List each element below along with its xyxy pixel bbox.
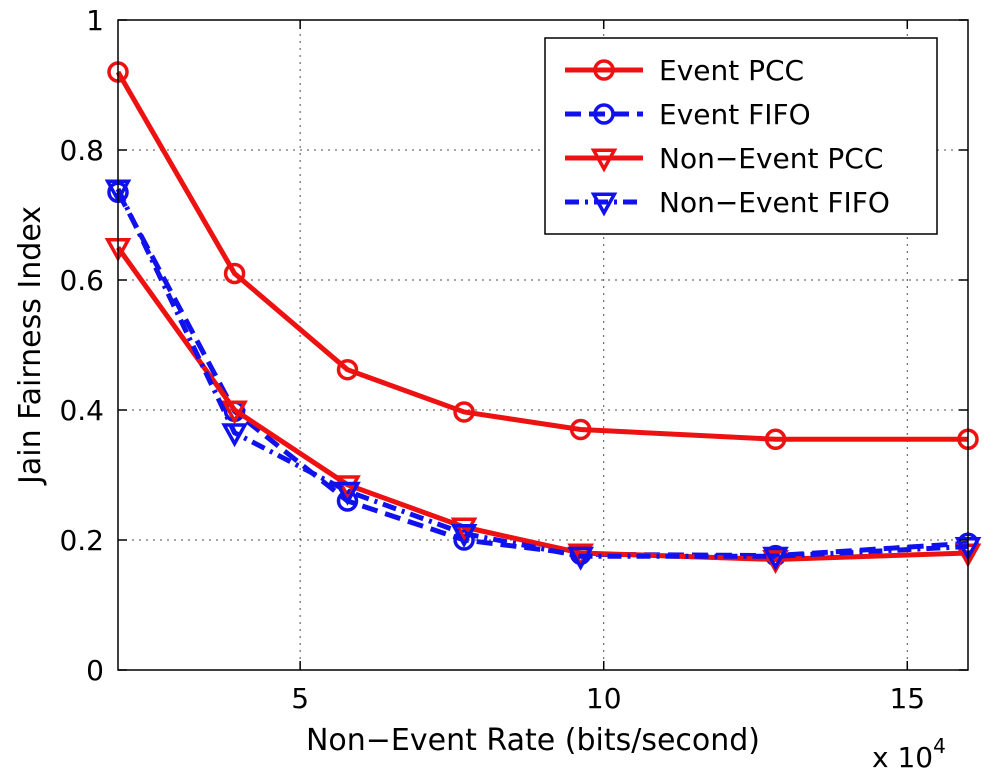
data-point	[569, 418, 592, 441]
data-point	[336, 358, 359, 381]
series-line	[115, 70, 968, 442]
legend-label: Event FIFO	[659, 98, 811, 131]
series-line	[115, 191, 969, 559]
data-point	[453, 529, 475, 551]
data-point	[221, 400, 248, 425]
x-tick-label: 10	[586, 682, 622, 715]
data-point	[223, 262, 246, 285]
data-point	[764, 428, 787, 450]
x-tick-label: 15	[889, 682, 925, 715]
legend-label: Event PCC	[659, 54, 804, 87]
data-point	[334, 481, 361, 506]
y-tick-label: 1	[86, 4, 104, 37]
legend-marker	[590, 192, 618, 217]
data-point	[453, 401, 475, 423]
plot-area	[117, 19, 969, 671]
legend-marker	[593, 59, 615, 81]
x-axis-multiplier: x 104	[872, 734, 946, 772]
x-multiplier-exponent: 4	[933, 734, 946, 758]
data-point	[450, 523, 478, 548]
x-axis-label: Non−Event Rate (bits/second)	[306, 723, 760, 758]
series-non-event-fifo	[104, 179, 982, 571]
x-multiplier-base: x 10	[872, 741, 933, 772]
legend-label: Non−Event FIFO	[659, 186, 890, 219]
y-tick-label: 0.8	[59, 134, 104, 167]
data-point	[762, 546, 789, 571]
legend-marker	[593, 103, 615, 125]
series-line	[115, 187, 969, 559]
x-tick-label: 5	[291, 682, 309, 715]
legend: Event PCC Event FIFO Non−Event PCC Non−Even…	[544, 37, 938, 235]
y-axis-label: Jain Fairness Index	[13, 206, 48, 486]
series-event-fifo	[107, 181, 979, 567]
data-point	[221, 423, 248, 448]
y-tick-label: 0.4	[59, 394, 104, 427]
y-tick-label: 0.2	[59, 524, 104, 557]
axis-ticks: 5 10 15 0 0.2 0.4 0.6 0.8 1	[59, 4, 968, 715]
legend-label: Non−Event PCC	[659, 142, 883, 175]
data-point	[567, 546, 594, 571]
y-tick-label: 0.6	[59, 264, 104, 297]
data-point	[450, 517, 478, 542]
legend-marker	[590, 148, 618, 173]
y-tick-label: 0	[86, 654, 104, 687]
